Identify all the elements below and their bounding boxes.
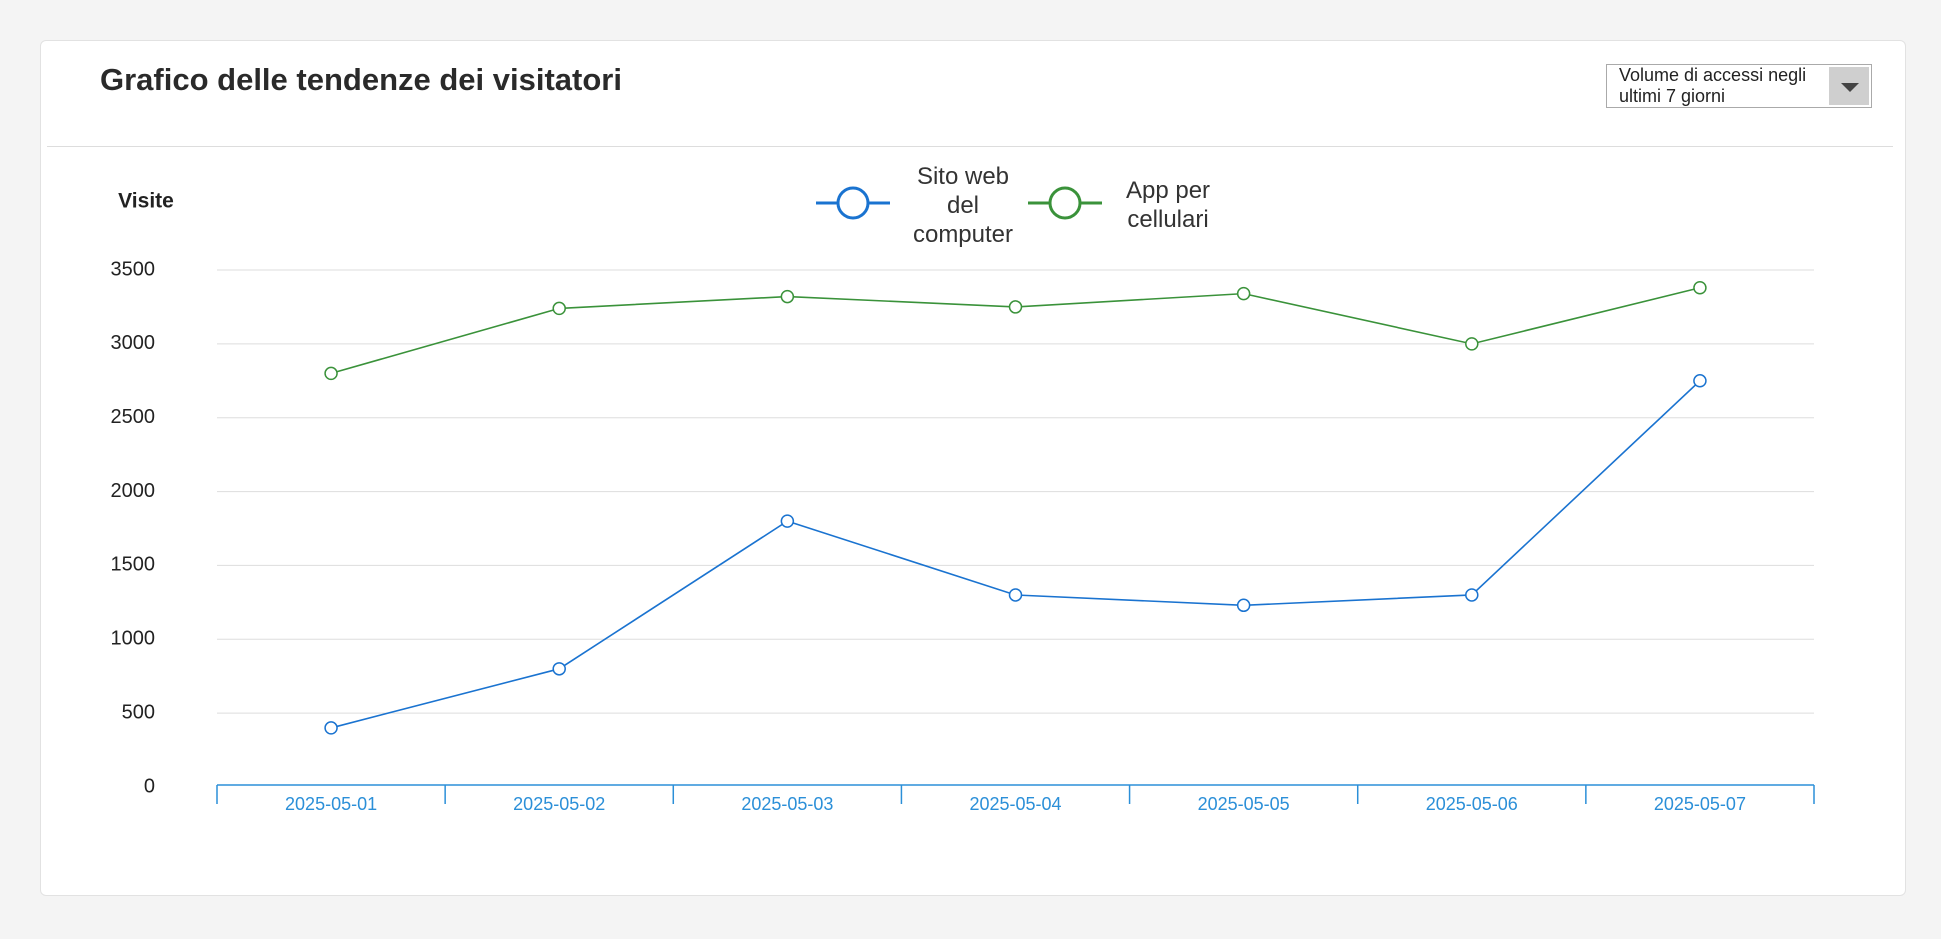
series-line [330, 380, 1701, 729]
x-tick-label: 2025-05-02 [513, 794, 605, 814]
data-point [324, 366, 338, 381]
card [40, 40, 1906, 896]
y-axis-label: Visite [118, 190, 174, 213]
x-tick-label: 2025-05-04 [969, 794, 1061, 814]
x-tick-label: 2025-05-03 [741, 794, 833, 814]
data-point [780, 289, 795, 304]
data-point [1236, 286, 1251, 301]
legend-label: Sito web del computer [912, 163, 1014, 248]
x-tick-label: 2025-05-07 [1654, 794, 1746, 814]
y-tick-label: 2000 [111, 480, 156, 502]
dropdown-text: Volume di accessi negli ultimi 7 giorni [1619, 65, 1807, 106]
title: Grafico delle tendenze dei visitatori [100, 62, 622, 97]
y-tick-label: 1500 [111, 554, 156, 576]
y-tick-label: 3500 [111, 258, 156, 280]
data-point [1693, 374, 1707, 388]
y-tick-label: 500 [122, 701, 155, 723]
data-point [1693, 280, 1707, 295]
dropdown[interactable]: Volume di accessi negli ultimi 7 giorni [1606, 64, 1872, 108]
y-tick-label: 1000 [111, 628, 156, 650]
x-tick-label: 2025-05-01 [285, 794, 377, 814]
data-point [1465, 337, 1479, 351]
data-point [780, 514, 795, 528]
data-point [552, 662, 566, 676]
dropdown-button[interactable] [1829, 67, 1869, 105]
legend-marker [1048, 186, 1082, 220]
x-tick-label: 2025-05-05 [1198, 794, 1290, 814]
data-point [1465, 588, 1479, 602]
y-tick-label: 3000 [111, 332, 156, 354]
data-point [324, 721, 338, 735]
y-tick-label: 0 [144, 775, 155, 797]
legend-marker [836, 186, 870, 220]
legend-label: App per cellulari [1125, 177, 1211, 233]
data-point [552, 301, 566, 316]
divider [47, 146, 1893, 147]
data-point [1008, 300, 1023, 314]
y-tick-label: 2500 [111, 406, 156, 428]
x-tick-label: 2025-05-06 [1426, 794, 1518, 814]
data-point [1008, 588, 1023, 602]
data-point [1236, 598, 1251, 613]
